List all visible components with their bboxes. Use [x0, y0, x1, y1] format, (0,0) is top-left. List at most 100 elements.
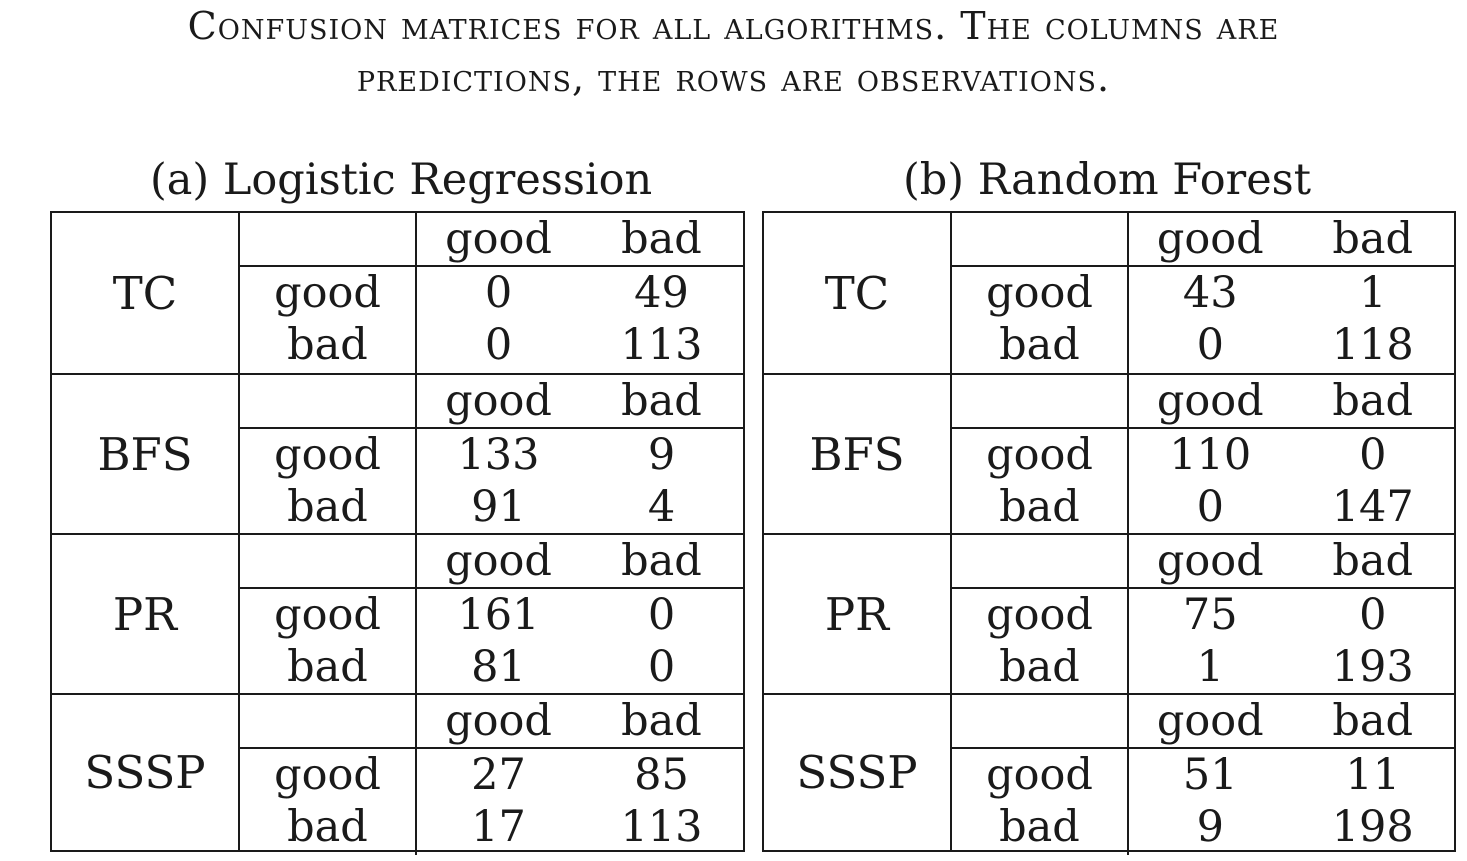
matrix-cell: 27 — [471, 750, 526, 800]
matrix-values: good bad 51 11 9 198 — [1129, 695, 1454, 852]
matrix-block-sssp: SSSP good bad good bad 27 85 17 113 — [52, 693, 743, 855]
column-header-row: good bad — [1129, 535, 1454, 589]
algorithm-label: TC — [52, 213, 240, 373]
algorithm-label: PR — [764, 535, 952, 693]
row-label-observed: bad — [240, 481, 417, 535]
algorithm-label: BFS — [764, 375, 952, 533]
row-label-observed: good — [240, 429, 417, 481]
matrix-block-tc: TC good bad good bad 43 1 0 118 — [764, 213, 1454, 373]
matrix-cell: 11 — [1345, 750, 1401, 800]
header-blank-cell — [240, 695, 417, 749]
column-header-predicted: good — [445, 536, 552, 586]
matrix-cell: 43 — [1182, 268, 1238, 318]
matrix-cell: 51 — [1182, 750, 1238, 800]
row-label-observed: bad — [952, 319, 1129, 373]
matrix-cell: 85 — [634, 750, 689, 800]
column-header-row: good bad — [1129, 213, 1454, 267]
column-header-predicted: bad — [1332, 376, 1414, 426]
matrix-block-pr: PR good bad good bad 161 0 81 0 — [52, 533, 743, 695]
matrix-cell: 193 — [1331, 642, 1414, 692]
matrix-values: good bad 27 85 17 113 — [417, 695, 743, 852]
row-label-observed: good — [952, 589, 1129, 641]
subtitle-random-forest: (b) Random Forest — [903, 155, 1312, 205]
matrix-cell: 0 — [647, 590, 676, 640]
matrix-cell: 91 — [471, 482, 526, 532]
header-blank-cell — [952, 535, 1129, 589]
matrix-values: good bad 133 9 91 4 — [417, 375, 743, 533]
matrix-block-bfs: BFS good bad good bad 110 0 0 147 — [764, 373, 1454, 535]
row-label-observed: bad — [240, 641, 417, 695]
matrix-cell: 198 — [1331, 802, 1414, 852]
matrix-block-pr: PR good bad good bad 75 0 1 193 — [764, 533, 1454, 695]
column-header-predicted: good — [1156, 376, 1264, 426]
header-blank-cell — [240, 375, 417, 429]
row-label-observed: bad — [952, 481, 1129, 535]
column-header-row: good bad — [417, 213, 743, 267]
matrix-cell: 161 — [457, 590, 540, 640]
matrix-cell: 1 — [1359, 268, 1387, 318]
matrix-cell: 0 — [1196, 482, 1224, 532]
matrix-values: good bad 43 1 0 118 — [1129, 213, 1454, 373]
row-label-observed: good — [952, 429, 1129, 481]
column-header-row: good bad — [417, 695, 743, 749]
algorithm-label: SSSP — [52, 695, 240, 850]
matrix-cell: 118 — [1331, 320, 1414, 370]
matrix-cell: 9 — [1196, 802, 1224, 852]
matrix-block-tc: TC good bad good bad 0 49 0 113 — [52, 213, 743, 373]
algorithm-label: BFS — [52, 375, 240, 533]
matrix-cell: 147 — [1331, 482, 1414, 532]
matrix-cell: 81 — [471, 642, 526, 692]
subtitle-logistic-regression: (a) Logistic Regression — [150, 155, 653, 205]
matrix-cell: 9 — [647, 430, 676, 480]
column-header-predicted: bad — [621, 536, 702, 586]
matrix-cell: 133 — [457, 430, 540, 480]
row-label-observed: good — [240, 267, 417, 319]
algorithm-label: TC — [764, 213, 952, 373]
matrix-cell: 49 — [634, 268, 689, 318]
matrix-cell: 4 — [647, 482, 676, 532]
row-label-observed: bad — [952, 641, 1129, 695]
matrix-values: good bad 75 0 1 193 — [1129, 535, 1454, 693]
matrix-cell: 17 — [471, 802, 526, 852]
matrix-cell: 0 — [1359, 590, 1387, 640]
matrix-cell: 113 — [620, 802, 703, 852]
column-header-predicted: good — [1156, 536, 1264, 586]
column-header-predicted: good — [1156, 696, 1264, 746]
column-header-predicted: bad — [621, 376, 702, 426]
matrix-cell: 0 — [1196, 320, 1224, 370]
matrix-cell: 0 — [484, 268, 513, 318]
column-header-predicted: good — [445, 376, 552, 426]
algorithm-label: PR — [52, 535, 240, 693]
column-header-predicted: bad — [621, 696, 702, 746]
row-label-observed: good — [240, 749, 417, 801]
matrix-cell: 0 — [647, 642, 676, 692]
column-header-predicted: good — [1156, 214, 1264, 264]
algorithm-label: SSSP — [764, 695, 952, 850]
column-header-predicted: bad — [1332, 214, 1414, 264]
matrix-cell: 1 — [1196, 642, 1224, 692]
column-header-row: good bad — [417, 375, 743, 429]
header-blank-cell — [952, 213, 1129, 267]
matrix-values: good bad 110 0 0 147 — [1129, 375, 1454, 533]
row-label-observed: good — [952, 267, 1129, 319]
column-header-row: good bad — [417, 535, 743, 589]
column-header-row: good bad — [1129, 695, 1454, 749]
column-header-predicted: bad — [621, 214, 702, 264]
row-label-observed: bad — [240, 319, 417, 373]
confusion-table-random-forest: TC good bad good bad 43 1 0 118 BFS good bad good bad… — [762, 211, 1456, 855]
column-header-predicted: good — [445, 214, 552, 264]
row-label-observed: good — [240, 589, 417, 641]
matrix-cell: 0 — [1359, 430, 1387, 480]
header-blank-cell — [952, 695, 1129, 749]
matrix-block-bfs: BFS good bad good bad 133 9 91 4 — [52, 373, 743, 535]
header-blank-cell — [240, 213, 417, 267]
matrix-cell: 75 — [1182, 590, 1238, 640]
matrix-cell: 110 — [1169, 430, 1252, 480]
matrix-cell: 0 — [484, 320, 513, 370]
row-label-observed: good — [952, 749, 1129, 801]
matrix-block-sssp: SSSP good bad good bad 51 11 9 198 — [764, 693, 1454, 855]
row-label-observed: bad — [952, 801, 1129, 855]
column-header-predicted: bad — [1332, 696, 1414, 746]
matrix-values: good bad 161 0 81 0 — [417, 535, 743, 693]
row-label-observed: bad — [240, 801, 417, 855]
